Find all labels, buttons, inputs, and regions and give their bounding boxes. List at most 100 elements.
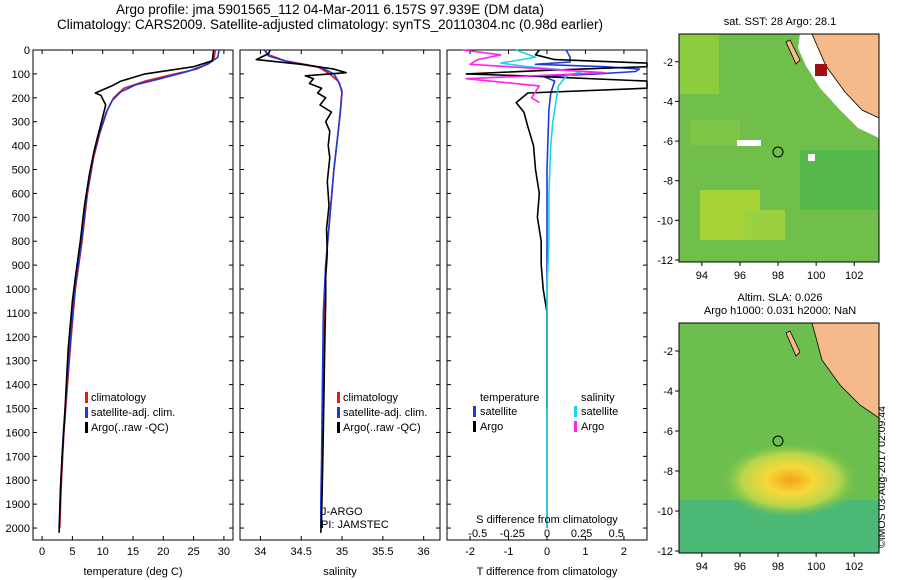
y-tick-label: 800 <box>12 236 30 248</box>
x-tick-label: 1 <box>582 546 588 558</box>
map-y-tick-label: -12 <box>657 255 673 267</box>
map-x-tick-label: 98 <box>772 270 784 282</box>
map-y-tick-label: -10 <box>657 506 673 518</box>
map-x-tick-label: 96 <box>734 561 746 573</box>
legend-swatch <box>85 422 88 433</box>
map-x-tick-label: 100 <box>807 270 825 282</box>
island-land <box>785 330 801 357</box>
y-tick-label: 100 <box>12 69 30 81</box>
legend-entry: satellite <box>581 406 618 418</box>
x-tick-label: 30 <box>218 546 230 558</box>
sla-map-frame <box>678 322 880 554</box>
panel-differences: -2 -1 0 1 2T difference from climatology temp… <box>446 49 648 578</box>
map-y-tick-label: -8 <box>663 176 673 188</box>
legend-entry: Argo(..raw -QC) <box>91 422 169 434</box>
sst-map <box>678 33 880 263</box>
legend-swatch <box>85 392 88 403</box>
x-tick-label: 10 <box>97 546 109 558</box>
figure-title-line1: Argo profile: jma 5901565_112 04-Mar-201… <box>115 2 544 17</box>
legend-swatch <box>337 392 340 403</box>
sst-map-frame <box>678 33 880 263</box>
legend-entry: Argo(..raw -QC) <box>343 422 421 434</box>
map-y-tick-label: -2 <box>663 57 673 69</box>
series-line-argo-raw-qc- <box>58 49 215 533</box>
map-x-tick-label: 100 <box>807 561 825 573</box>
sla-map-title-line1: Altim. SLA: 0.026 <box>737 292 823 304</box>
x-tick-label: -2 <box>465 546 475 558</box>
panel-temperature: 0 5 10 15 20 25 30 temperature (deg C) 0 100 200 30… <box>6 45 234 578</box>
salinity-xlabel: salinity <box>323 566 357 578</box>
sst-map-title: sat. SST: 28 Argo: 28.1 <box>723 16 837 28</box>
x-tick-label: 20 <box>157 546 169 558</box>
x-tick-label: 34.5 <box>291 546 312 558</box>
legend-entry: Argo <box>480 421 503 433</box>
y-tick-label: 1500 <box>6 404 30 416</box>
series-line-t-satellite <box>534 49 641 528</box>
legend-entry: climatology <box>343 392 399 404</box>
x-tick-label: 0 <box>39 546 45 558</box>
argo-position-marker <box>772 146 784 158</box>
argo-position-marker <box>772 435 784 447</box>
y-tick-label: 500 <box>12 165 30 177</box>
map-x-tick-label: 94 <box>696 270 708 282</box>
legend-entry: satellite-adj. clim. <box>343 407 427 419</box>
sla-map-title-line2: Argo h1000: 0.031 h2000: NaN <box>703 305 857 317</box>
y-tick-label: 1300 <box>6 356 30 368</box>
map-y-tick-label: -12 <box>657 546 673 558</box>
data-source-label: PI: JAMSTEC <box>321 519 389 531</box>
temperature-xlabel: temperature (deg C) <box>83 566 182 578</box>
map-x-tick-label: 102 <box>845 561 863 573</box>
panel-salinity: 34 34.5 35 35.5 36 salinity climatology satelli… <box>239 49 441 578</box>
map-y-tick-label: -6 <box>663 136 673 148</box>
map-y-tick-label: -4 <box>663 386 673 398</box>
map-y-tick-label: -6 <box>663 426 673 438</box>
figure-title-line2: Climatology: CARS2009. Satellite-adjuste… <box>56 17 604 32</box>
series-line-t-argo <box>465 49 648 409</box>
map-y-tick-label: -10 <box>657 215 673 227</box>
map-x-tick-label: 96 <box>734 270 746 282</box>
sst-patch <box>745 210 785 240</box>
y-tick-label: 1800 <box>6 475 30 487</box>
legend-header-temperature: temperature <box>480 392 539 404</box>
x-tick-label: 2 <box>621 546 627 558</box>
map-x-tick-label: 102 <box>845 270 863 282</box>
hot-spot-marker <box>815 64 827 76</box>
s-tick-label: 0.5 <box>609 528 624 540</box>
s-tick-label: -0.25 <box>500 528 525 540</box>
x-tick-label: 0 <box>544 546 550 558</box>
y-tick-label: 1400 <box>6 380 30 392</box>
y-tick-label: 600 <box>12 188 30 200</box>
y-tick-label: 1000 <box>6 284 30 296</box>
y-tick-label: 1200 <box>6 332 30 344</box>
y-tick-label: 300 <box>12 117 30 129</box>
s-difference-label: S difference from climatology <box>476 514 618 526</box>
y-tick-label: 900 <box>12 260 30 272</box>
salinity-axes-frame <box>239 49 441 541</box>
s-tick-label: 0 <box>544 528 550 540</box>
sst-patch <box>679 34 719 94</box>
sst-cloud-mask <box>808 154 815 161</box>
sst-cloud-mask <box>737 140 761 146</box>
series-line-argo-raw-qc- <box>255 49 347 533</box>
legend-swatch <box>337 422 340 433</box>
s-tick-label: -0.5 <box>468 528 487 540</box>
temperature-axes-frame <box>32 49 234 541</box>
legend-swatch <box>85 407 88 418</box>
map-x-tick-label: 98 <box>772 561 784 573</box>
island-land <box>785 39 801 65</box>
legend-swatch <box>574 406 577 417</box>
legend-swatch <box>574 421 577 432</box>
legend-header-salinity: salinity <box>581 392 615 404</box>
map-y-tick-label: -2 <box>663 346 673 358</box>
x-tick-label: 15 <box>127 546 139 558</box>
map-x-tick-label: 94 <box>696 561 708 573</box>
s-tick-label: 0.25 <box>571 528 592 540</box>
sla-map <box>678 322 880 554</box>
legend-swatch <box>473 421 476 432</box>
x-tick-label: 35.5 <box>372 546 393 558</box>
map-y-tick-label: -4 <box>663 96 673 108</box>
y-tick-label: 0 <box>24 45 30 57</box>
y-tick-label: 2000 <box>6 523 30 535</box>
legend-entry: satellite <box>480 406 517 418</box>
